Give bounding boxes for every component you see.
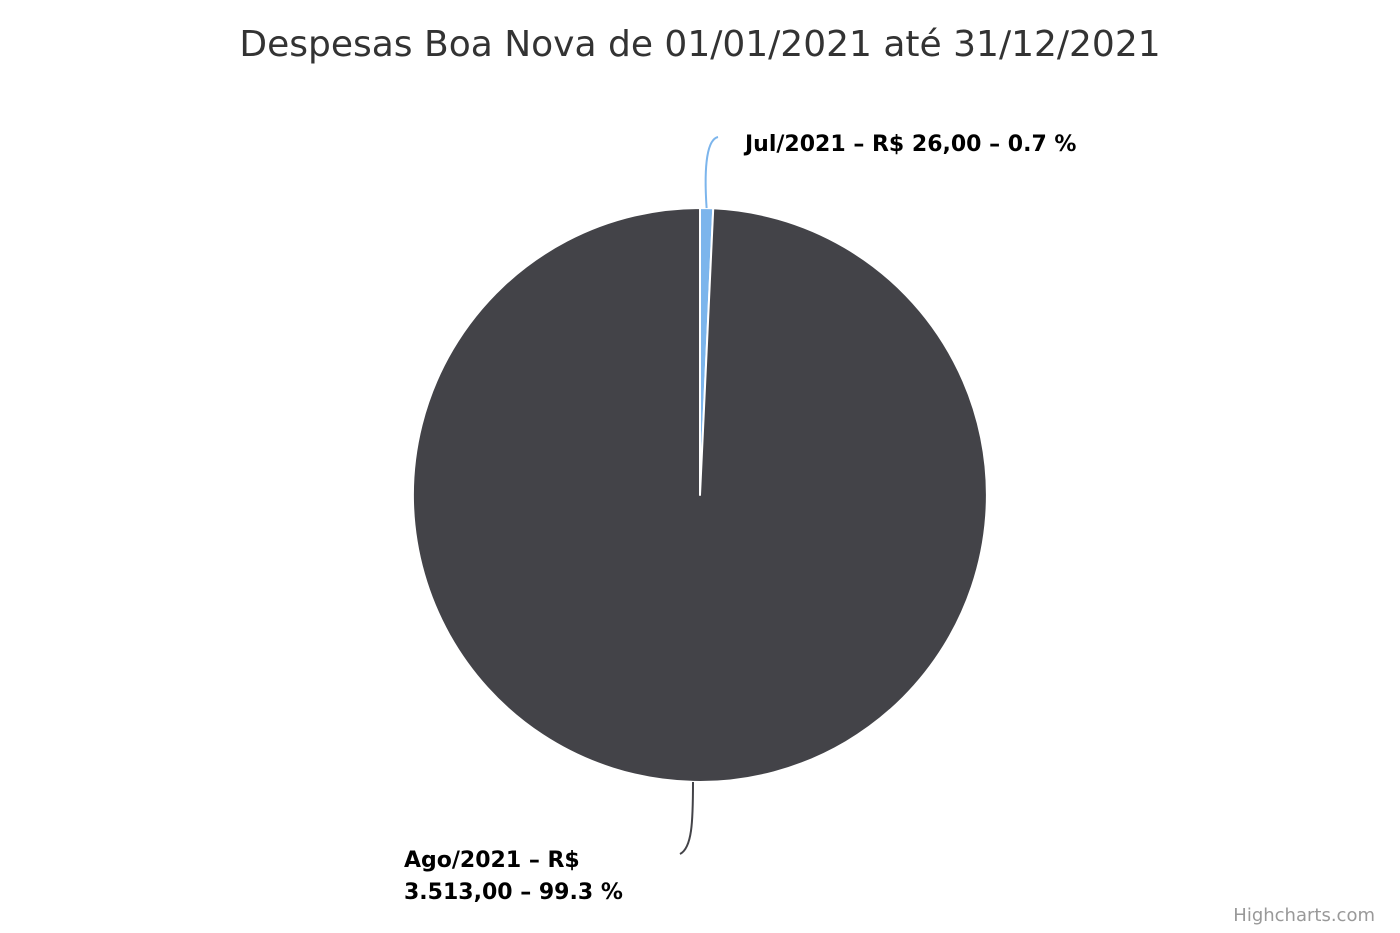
slice-label-jul-2021: Jul/2021 – R$ 26,00 – 0.7 %	[743, 132, 1076, 157]
slice-label-ago-2021: Ago/2021 – R$ 3.513,00 – 99.3 %	[404, 848, 623, 905]
pie-slice-ago-2021[interactable]	[411, 207, 988, 783]
connector-jul-2021	[704, 136, 719, 209]
pie-slices	[411, 207, 988, 783]
chart-title: Despesas Boa Nova de 01/01/2021 até 31/1…	[239, 24, 1160, 65]
slice-label-ago-2021-line-1: Ago/2021 – R$	[404, 848, 580, 873]
slice-label-jul-2021-line-1: Jul/2021 – R$ 26,00 – 0.7 %	[743, 132, 1076, 157]
highcharts-credits[interactable]: Highcharts.com	[1233, 905, 1375, 926]
label-connectors	[679, 136, 719, 855]
connector-ago-2021	[679, 781, 694, 855]
slice-label-ago-2021-line-2: 3.513,00 – 99.3 %	[404, 880, 623, 905]
